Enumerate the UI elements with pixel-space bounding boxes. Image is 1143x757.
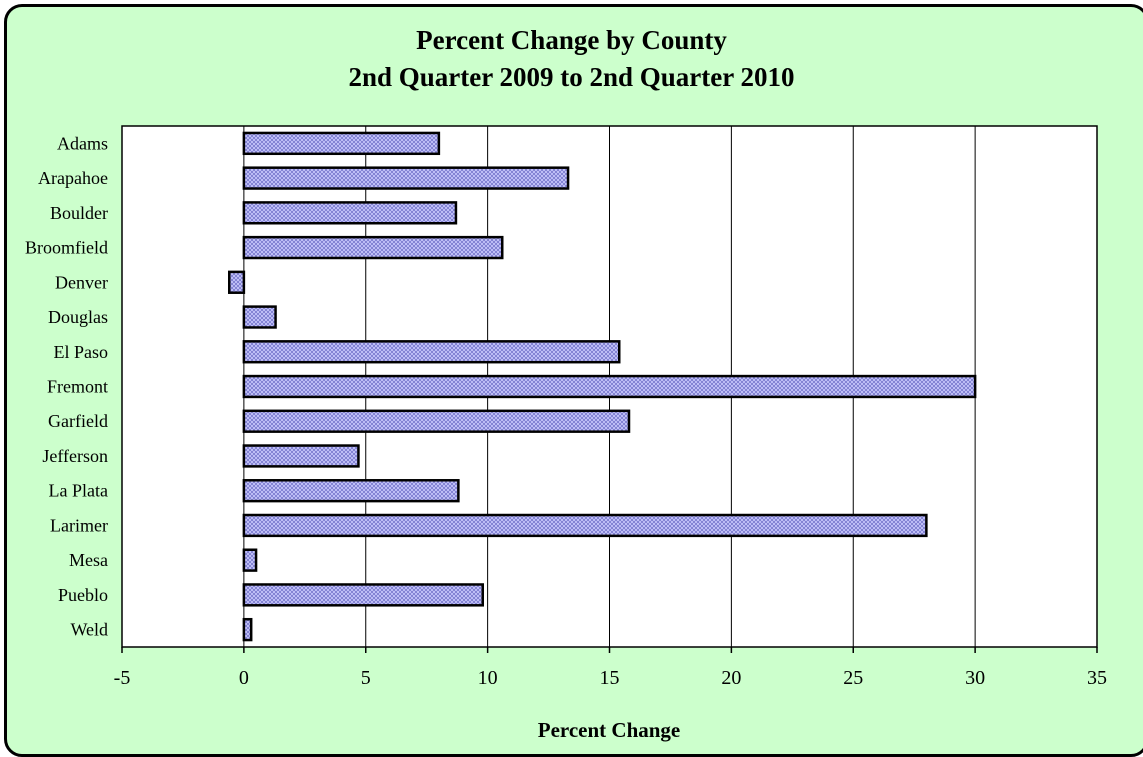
category-label-el-paso: El Paso bbox=[53, 342, 108, 362]
bar-adams bbox=[242, 131, 441, 156]
bar-pueblo bbox=[242, 583, 484, 607]
category-label-mesa: Mesa bbox=[69, 550, 108, 570]
bar-garfield bbox=[242, 409, 631, 433]
category-label-fremont: Fremont bbox=[47, 377, 108, 397]
bar-el-paso bbox=[242, 340, 621, 364]
category-label-adams: Adams bbox=[57, 133, 108, 153]
chart-title-block: Percent Change by County 2nd Quarter 200… bbox=[0, 22, 1143, 96]
bar-jefferson bbox=[242, 444, 360, 468]
x-axis-ticks: -5 0 5 10 15 20 25 30 35 bbox=[114, 647, 1107, 689]
category-labels: Adams Arapahoe Boulder Broomfield Denver Doug… bbox=[25, 133, 108, 639]
bar-larimer bbox=[242, 513, 928, 538]
bar-series bbox=[228, 131, 977, 642]
x-tick-label: 25 bbox=[843, 667, 863, 689]
x-tick-label: 15 bbox=[600, 667, 620, 689]
category-label-weld: Weld bbox=[70, 620, 108, 640]
bar-fremont bbox=[242, 374, 977, 399]
bar-broomfield bbox=[242, 235, 504, 260]
x-tick-label: 35 bbox=[1087, 667, 1107, 689]
category-label-pueblo: Pueblo bbox=[58, 585, 108, 605]
category-label-boulder: Boulder bbox=[50, 203, 108, 223]
chart-subtitle: 2nd Quarter 2009 to 2nd Quarter 2010 bbox=[348, 62, 795, 92]
x-tick-label: 5 bbox=[361, 667, 371, 689]
x-tick-label: 30 bbox=[965, 667, 985, 689]
x-axis-title: Percent Change bbox=[538, 718, 681, 742]
bar-weld bbox=[242, 617, 253, 642]
bar-boulder bbox=[242, 201, 458, 225]
category-label-broomfield: Broomfield bbox=[25, 238, 108, 258]
category-label-denver: Denver bbox=[55, 272, 108, 292]
x-tick-label: 10 bbox=[478, 667, 498, 689]
x-tick-label: 20 bbox=[721, 667, 741, 689]
category-label-douglas: Douglas bbox=[48, 307, 108, 327]
bar-arapahoe bbox=[242, 166, 570, 190]
bar-mesa bbox=[242, 548, 258, 572]
category-label-larimer: Larimer bbox=[50, 515, 108, 535]
chart-title: Percent Change by County bbox=[416, 25, 727, 55]
x-tick-label: -5 bbox=[114, 667, 131, 689]
category-label-jefferson: Jefferson bbox=[42, 446, 108, 466]
bar-la-plata bbox=[242, 479, 460, 503]
bar-douglas bbox=[242, 305, 277, 329]
category-label-arapahoe: Arapahoe bbox=[38, 168, 108, 188]
x-tick-label: 0 bbox=[239, 667, 249, 689]
category-label-la-plata: La Plata bbox=[49, 481, 108, 501]
category-label-garfield: Garfield bbox=[48, 411, 108, 431]
bar-denver bbox=[228, 270, 246, 294]
